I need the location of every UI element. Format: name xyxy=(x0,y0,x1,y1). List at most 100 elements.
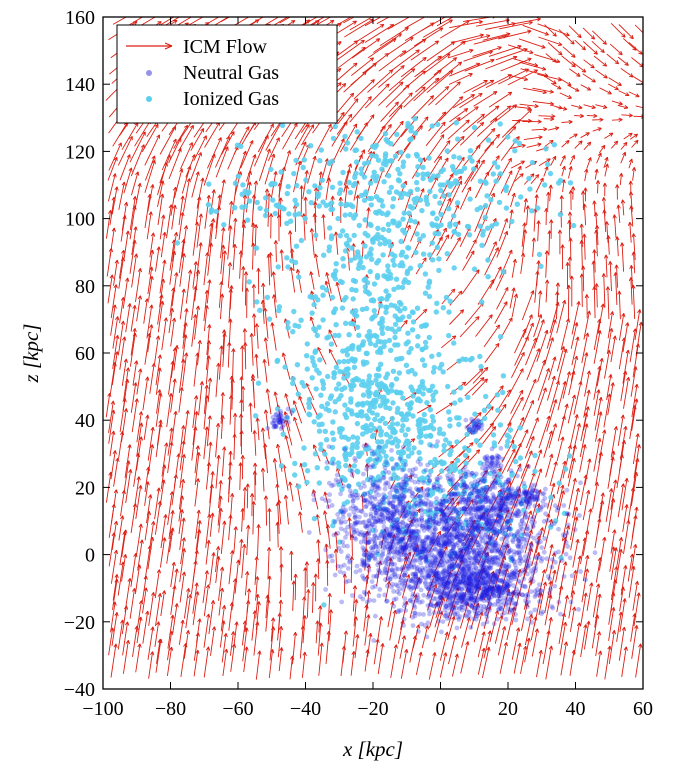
icm-flow-arrow xyxy=(595,69,608,79)
ionized-gas-point xyxy=(485,137,492,143)
icm-flow-arrow xyxy=(273,240,279,262)
icm-flow-arrow xyxy=(389,534,396,553)
icm-flow-arrow xyxy=(622,38,637,51)
icm-flow-arrow xyxy=(257,123,274,153)
neutral-gas-point xyxy=(440,619,446,624)
icm-flow-arrow xyxy=(604,132,614,139)
icm-flow-arrow xyxy=(544,518,554,550)
icm-flow-arrow xyxy=(303,567,308,598)
icm-flow-arrow xyxy=(154,335,161,364)
icm-flow-arrow xyxy=(569,506,579,540)
neutral-gas-point xyxy=(567,555,573,561)
icm-flow-arrow xyxy=(380,101,399,122)
neutral-gas-point xyxy=(323,547,329,553)
ionized-gas-point xyxy=(430,369,437,375)
ionized-gas-point xyxy=(497,334,504,340)
icm-flow-arrow xyxy=(183,630,191,659)
neutral-gas-point xyxy=(419,512,425,518)
icm-flow-arrow xyxy=(267,508,272,542)
neutral-gas-point xyxy=(342,447,348,452)
icm-flow-arrow xyxy=(313,253,320,277)
icm-flow-arrow xyxy=(409,544,419,565)
icm-flow-arrow xyxy=(433,611,444,643)
neutral-gas-point xyxy=(326,444,332,449)
ionized-gas-point xyxy=(284,255,290,261)
icm-flow-arrow xyxy=(621,113,633,118)
icm-flow-arrow xyxy=(109,430,116,457)
icm-flow-arrow xyxy=(574,113,585,119)
neutral-gas-point xyxy=(371,598,377,603)
ionized-gas-point xyxy=(387,434,394,440)
ionized-gas-point xyxy=(311,301,317,308)
icm-flow-arrow xyxy=(387,600,395,628)
icm-flow-arrow xyxy=(542,75,557,85)
ionized-gas-point xyxy=(420,164,426,170)
icm-flow-arrow xyxy=(333,548,339,571)
ionized-gas-point xyxy=(316,422,322,428)
icm-flow-arrow xyxy=(309,271,315,290)
ionized-gas-point xyxy=(507,427,514,433)
icm-flow-arrow xyxy=(110,489,119,524)
icm-flow-arrow xyxy=(536,649,543,678)
ionized-gas-point xyxy=(324,465,330,471)
icm-flow-arrow xyxy=(245,154,257,182)
ionized-gas-point xyxy=(302,215,308,222)
neutral-gas-point xyxy=(333,477,339,483)
ionized-gas-point xyxy=(282,364,288,370)
icm-flow-arrow xyxy=(507,368,524,398)
ionized-gas-point xyxy=(451,389,457,395)
icm-flow-arrow xyxy=(623,376,631,409)
ionized-gas-point xyxy=(373,372,380,379)
neutral-gas-point xyxy=(577,513,582,518)
ionized-gas-point xyxy=(352,147,358,154)
ionized-gas-point xyxy=(367,180,374,186)
ionized-gas-point xyxy=(253,413,259,419)
neutral-gas-point xyxy=(387,550,392,555)
ionized-gas-point xyxy=(303,177,309,183)
icm-flow-arrow xyxy=(293,573,298,601)
ionized-gas-point xyxy=(341,358,347,365)
neutral-gas-point xyxy=(366,567,372,573)
icm-flow-arrow xyxy=(146,494,153,524)
icm-flow-arrow xyxy=(241,543,247,579)
ionized-gas-point xyxy=(301,445,307,451)
icm-flow-arrow xyxy=(618,626,627,661)
icm-flow-arrow xyxy=(580,132,590,139)
icm-flow-arrow xyxy=(255,417,260,441)
ionized-gas-point xyxy=(405,411,411,417)
ionized-gas-point xyxy=(367,340,374,347)
ionized-gas-point xyxy=(331,374,337,381)
ionized-gas-point xyxy=(240,182,246,188)
icm-flow-arrow xyxy=(603,393,612,428)
ionized-gas-point xyxy=(397,308,403,314)
ionized-gas-point xyxy=(285,183,291,190)
icm-flow-arrow xyxy=(376,560,383,587)
icm-flow-arrow xyxy=(412,576,421,597)
ionized-gas-point xyxy=(385,221,392,228)
ionized-gas-point xyxy=(388,275,394,281)
icm-flow-arrow xyxy=(148,651,155,679)
ionized-gas-point xyxy=(376,257,382,264)
ionized-gas-point xyxy=(389,251,395,257)
icm-flow-arrow xyxy=(112,316,120,349)
icm-flow-arrow xyxy=(154,569,162,599)
icm-flow-arrow xyxy=(203,153,216,186)
icm-flow-arrow xyxy=(159,479,166,507)
ionized-gas-point xyxy=(318,446,324,452)
ionized-gas-point xyxy=(410,413,416,419)
neutral-gas-point xyxy=(311,497,317,503)
neutral-gas-point xyxy=(518,556,524,562)
icm-flow-arrow xyxy=(122,639,131,674)
icm-flow-arrow xyxy=(531,628,540,657)
icm-flow-arrow xyxy=(179,288,186,320)
icm-flow-arrow xyxy=(240,454,245,480)
ionized-gas-point xyxy=(367,427,374,434)
neutral-gas-point xyxy=(441,542,446,547)
neutral-gas-point xyxy=(386,470,392,475)
icm-flow-arrow xyxy=(254,556,259,585)
ionized-gas-point xyxy=(318,392,324,398)
ionized-gas-point xyxy=(385,293,391,299)
ionized-gas-point xyxy=(557,211,564,218)
icm-flow-arrow xyxy=(234,559,241,594)
ionized-gas-point xyxy=(296,274,302,280)
